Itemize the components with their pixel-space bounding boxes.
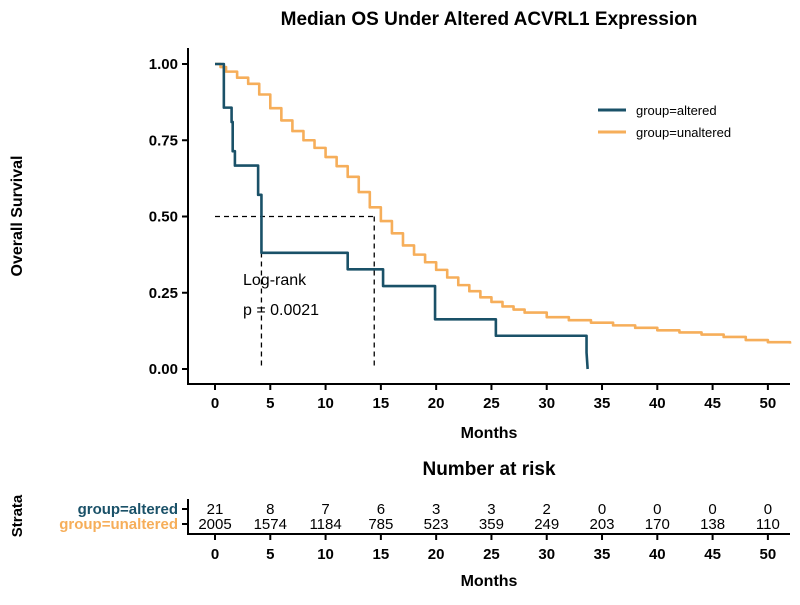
y-ticks: 0.00 0.25 0.50 0.75 1.00 [149, 56, 188, 378]
x-axis-label: Months [461, 425, 518, 442]
risk-count: 359 [479, 516, 504, 533]
x-tick-label: 35 [594, 395, 611, 412]
series-line-unaltered [215, 62, 792, 344]
x-tick-label: 50 [760, 395, 777, 412]
x-tick-label: 15 [373, 395, 390, 412]
risk-count: 523 [424, 516, 449, 533]
risk-count: 2 [543, 501, 551, 518]
survival-curves [215, 62, 792, 370]
risk-count: 0 [653, 501, 661, 518]
risk-count: 3 [432, 501, 440, 518]
risk-count: 110 [756, 516, 780, 533]
risk-x-tick-label: 5 [266, 546, 274, 563]
y-tick-label: 0.25 [149, 285, 178, 302]
risk-x-tick-label: 25 [483, 546, 500, 563]
x-tick-label: 45 [704, 395, 721, 412]
risk-x-tick-label: 15 [373, 546, 390, 563]
risk-count: 249 [534, 516, 559, 533]
risk-x-tick-label: 50 [760, 546, 777, 563]
legend-label: group=unaltered [636, 125, 731, 140]
x-tick-label: 0 [211, 395, 219, 412]
legend: group=altered group=unaltered [598, 103, 731, 140]
y-tick-label: 1.00 [149, 56, 178, 73]
chart-title: Median OS Under Altered ACVRL1 Expressio… [281, 9, 698, 30]
y-tick-label: 0.75 [149, 132, 178, 149]
risk-count: 138 [700, 516, 725, 533]
x-tick-label: 40 [649, 395, 666, 412]
risk-x-tick-label: 40 [649, 546, 666, 563]
risk-x-tick-label: 45 [704, 546, 721, 563]
risk-x-tick-label: 35 [594, 546, 611, 563]
y-axis-label: Overall Survival [9, 156, 26, 277]
risk-x-tick-label: 20 [428, 546, 445, 563]
risk-count: 0 [708, 501, 716, 518]
median-reference-lines [215, 215, 375, 369]
risk-count: 1184 [309, 516, 341, 533]
risk-x-tick-label: 30 [538, 546, 555, 563]
risk-row-label: group=unaltered [59, 516, 178, 533]
risk-count: 0 [764, 501, 772, 518]
risk-count: 203 [590, 516, 615, 533]
pvalue-label: p = 0.0021 [243, 302, 319, 319]
x-tick-label: 20 [428, 395, 445, 412]
risk-x-tick-label: 0 [211, 546, 219, 563]
x-tick-label: 5 [266, 395, 274, 412]
risk-count: 0 [598, 501, 606, 518]
risk-row-label: group=altered [78, 501, 178, 518]
logrank-label: Log-rank [243, 272, 307, 289]
x-tick-label: 10 [317, 395, 334, 412]
risk-count: 2005 [198, 516, 231, 533]
x-tick-label: 25 [483, 395, 500, 412]
series-line-altered [215, 62, 589, 370]
risk-count: 21 [207, 501, 224, 518]
legend-label: group=altered [636, 103, 717, 118]
risk-count: 6 [377, 501, 385, 518]
risk-count: 7 [321, 501, 329, 518]
x-tick-label: 30 [538, 395, 555, 412]
risk-count: 785 [368, 516, 393, 533]
risk-count: 1574 [254, 516, 287, 533]
risk-table-ylabel: Strata [9, 494, 26, 537]
y-tick-label: 0.00 [149, 361, 178, 378]
risk-table: group=altered 21 8 7 6 3 3 2 0 0 0 0 group=unaltered… [59, 501, 780, 533]
risk-x-axis-label: Months [461, 573, 518, 590]
risk-count: 3 [487, 501, 495, 518]
risk-x-ticks: 0 5 10 15 20 25 30 35 40 45 50 [211, 534, 776, 563]
risk-table-title: Number at risk [422, 459, 555, 480]
risk-count: 8 [266, 501, 274, 518]
risk-x-tick-label: 10 [317, 546, 334, 563]
y-tick-label: 0.50 [149, 209, 178, 226]
risk-count: 170 [645, 516, 670, 533]
x-ticks: 0 5 10 15 20 25 30 35 40 45 50 [211, 384, 776, 412]
